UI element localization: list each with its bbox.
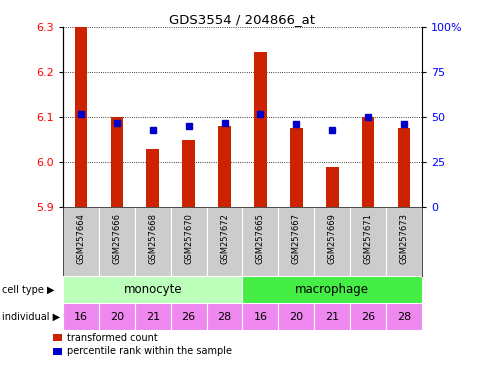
Text: macrophage: macrophage bbox=[295, 283, 368, 296]
Bar bbox=[170, 207, 206, 276]
Bar bbox=[385, 303, 421, 330]
Bar bbox=[385, 207, 421, 276]
Text: GSM257669: GSM257669 bbox=[327, 213, 336, 264]
Bar bbox=[325, 167, 338, 207]
Bar bbox=[146, 149, 159, 207]
Bar bbox=[63, 276, 242, 303]
Bar bbox=[99, 303, 135, 330]
Bar bbox=[349, 303, 385, 330]
Bar bbox=[349, 207, 385, 276]
Title: GDS3554 / 204866_at: GDS3554 / 204866_at bbox=[169, 13, 315, 26]
Text: monocyte: monocyte bbox=[123, 283, 182, 296]
Text: 21: 21 bbox=[324, 312, 339, 322]
Text: GSM257667: GSM257667 bbox=[291, 213, 300, 264]
Bar bbox=[110, 117, 123, 207]
Text: GSM257671: GSM257671 bbox=[363, 213, 372, 264]
Bar bbox=[182, 140, 195, 207]
Text: 26: 26 bbox=[181, 312, 196, 322]
Text: 20: 20 bbox=[109, 312, 124, 322]
Bar bbox=[242, 207, 278, 276]
Text: transformed count: transformed count bbox=[67, 333, 157, 343]
Text: percentile rank within the sample: percentile rank within the sample bbox=[67, 346, 231, 356]
Text: 16: 16 bbox=[253, 312, 267, 322]
Bar bbox=[289, 128, 302, 207]
Bar bbox=[206, 207, 242, 276]
Text: GSM257665: GSM257665 bbox=[256, 213, 264, 264]
Bar bbox=[170, 303, 206, 330]
Bar bbox=[75, 27, 87, 207]
Bar bbox=[135, 303, 170, 330]
Bar bbox=[278, 303, 314, 330]
Text: individual ▶: individual ▶ bbox=[2, 312, 60, 322]
Text: GSM257666: GSM257666 bbox=[112, 213, 121, 264]
Text: GSM257664: GSM257664 bbox=[76, 213, 85, 264]
Bar bbox=[361, 117, 374, 207]
Text: GSM257672: GSM257672 bbox=[220, 213, 228, 264]
Text: 21: 21 bbox=[145, 312, 160, 322]
Text: 26: 26 bbox=[360, 312, 375, 322]
Text: 28: 28 bbox=[396, 312, 410, 322]
Bar bbox=[278, 207, 314, 276]
Bar bbox=[254, 52, 266, 207]
Bar bbox=[397, 128, 409, 207]
Text: GSM257670: GSM257670 bbox=[184, 213, 193, 264]
Text: 16: 16 bbox=[74, 312, 88, 322]
Bar bbox=[242, 276, 421, 303]
Text: cell type ▶: cell type ▶ bbox=[2, 285, 55, 295]
Text: 20: 20 bbox=[288, 312, 303, 322]
Bar bbox=[63, 303, 99, 330]
Text: GSM257673: GSM257673 bbox=[399, 213, 408, 264]
Text: 28: 28 bbox=[217, 312, 231, 322]
Bar bbox=[314, 303, 349, 330]
Bar bbox=[314, 207, 349, 276]
Bar bbox=[218, 126, 230, 207]
Bar bbox=[63, 207, 99, 276]
Bar bbox=[135, 207, 170, 276]
Bar bbox=[242, 303, 278, 330]
Bar bbox=[206, 303, 242, 330]
Text: GSM257668: GSM257668 bbox=[148, 213, 157, 264]
Bar bbox=[99, 207, 135, 276]
